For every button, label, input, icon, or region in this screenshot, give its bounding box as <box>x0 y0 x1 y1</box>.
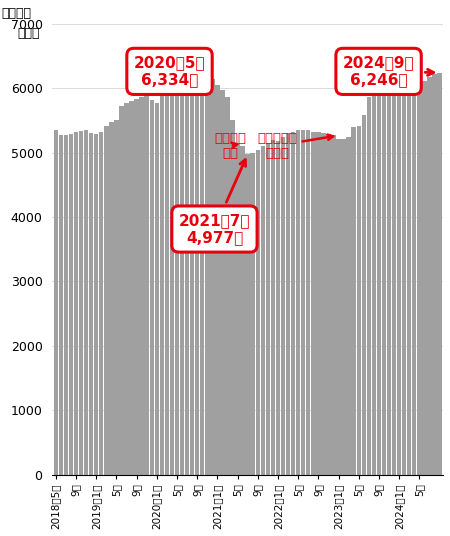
Bar <box>397 95 401 474</box>
Bar <box>407 90 411 474</box>
Bar <box>104 126 108 474</box>
Bar <box>170 79 174 474</box>
Bar <box>402 92 406 474</box>
Bar <box>99 132 104 474</box>
Bar <box>79 131 83 474</box>
Text: 在庫戸数: 在庫戸数 <box>1 6 32 20</box>
Bar <box>256 150 260 474</box>
Bar <box>432 73 436 474</box>
Bar <box>135 99 139 474</box>
Bar <box>140 97 144 474</box>
Bar <box>69 134 73 474</box>
Bar <box>417 83 422 474</box>
Bar <box>119 106 124 474</box>
Bar <box>94 134 99 474</box>
Bar <box>412 85 417 474</box>
Bar <box>205 78 210 474</box>
Text: 2024年9月
6,246戸: 2024年9月 6,246戸 <box>343 55 434 87</box>
Text: 2021年7月
4,977戸: 2021年7月 4,977戸 <box>179 160 250 245</box>
Text: コロナ前に
戻った: コロナ前に 戻った <box>257 132 333 160</box>
Bar <box>74 131 78 474</box>
Bar <box>367 97 371 474</box>
Bar <box>200 78 204 474</box>
Bar <box>220 90 225 474</box>
Bar <box>129 101 134 474</box>
Bar <box>301 130 306 474</box>
Text: コロナで
急減: コロナで 急減 <box>214 132 246 160</box>
Bar <box>422 81 427 474</box>
Bar <box>336 139 341 474</box>
Bar <box>180 70 184 474</box>
Bar <box>387 85 391 474</box>
Bar <box>240 146 245 474</box>
Bar <box>225 97 230 474</box>
Bar <box>64 136 68 474</box>
Bar <box>382 88 386 474</box>
Bar <box>427 77 432 474</box>
Bar <box>124 102 129 474</box>
Bar <box>195 77 199 474</box>
Text: 2020年5月
6,334戸: 2020年5月 6,334戸 <box>134 55 205 87</box>
Bar <box>175 67 179 474</box>
Bar <box>109 122 113 474</box>
Bar <box>266 143 270 474</box>
Bar <box>372 92 376 474</box>
Bar <box>230 120 235 474</box>
Bar <box>215 85 220 474</box>
Bar <box>437 72 442 474</box>
Bar <box>54 130 58 474</box>
Bar <box>342 139 346 474</box>
Bar <box>331 136 336 474</box>
Bar <box>144 95 149 474</box>
Bar <box>245 154 250 474</box>
Bar <box>321 133 326 474</box>
Bar <box>377 91 381 474</box>
Bar <box>235 143 240 474</box>
Bar <box>185 75 189 474</box>
Bar <box>114 120 119 474</box>
Bar <box>306 130 310 474</box>
Bar <box>356 126 361 474</box>
Bar <box>160 95 164 474</box>
Bar <box>190 75 194 474</box>
Bar <box>271 140 275 474</box>
Text: （戸）: （戸） <box>17 27 40 40</box>
Bar <box>89 133 94 474</box>
Bar <box>296 130 301 474</box>
Bar <box>326 134 331 474</box>
Bar <box>346 137 351 474</box>
Bar <box>361 115 366 474</box>
Bar <box>311 131 315 474</box>
Bar <box>165 90 169 474</box>
Bar <box>154 102 159 474</box>
Bar <box>261 146 265 474</box>
Bar <box>351 127 356 474</box>
Bar <box>276 141 280 474</box>
Bar <box>210 79 215 474</box>
Bar <box>251 153 255 474</box>
Bar <box>392 90 396 474</box>
Bar <box>291 132 295 474</box>
Bar <box>286 133 290 474</box>
Bar <box>149 100 154 474</box>
Bar <box>316 132 320 474</box>
Bar <box>84 130 88 474</box>
Bar <box>58 135 63 474</box>
Bar <box>281 137 285 474</box>
